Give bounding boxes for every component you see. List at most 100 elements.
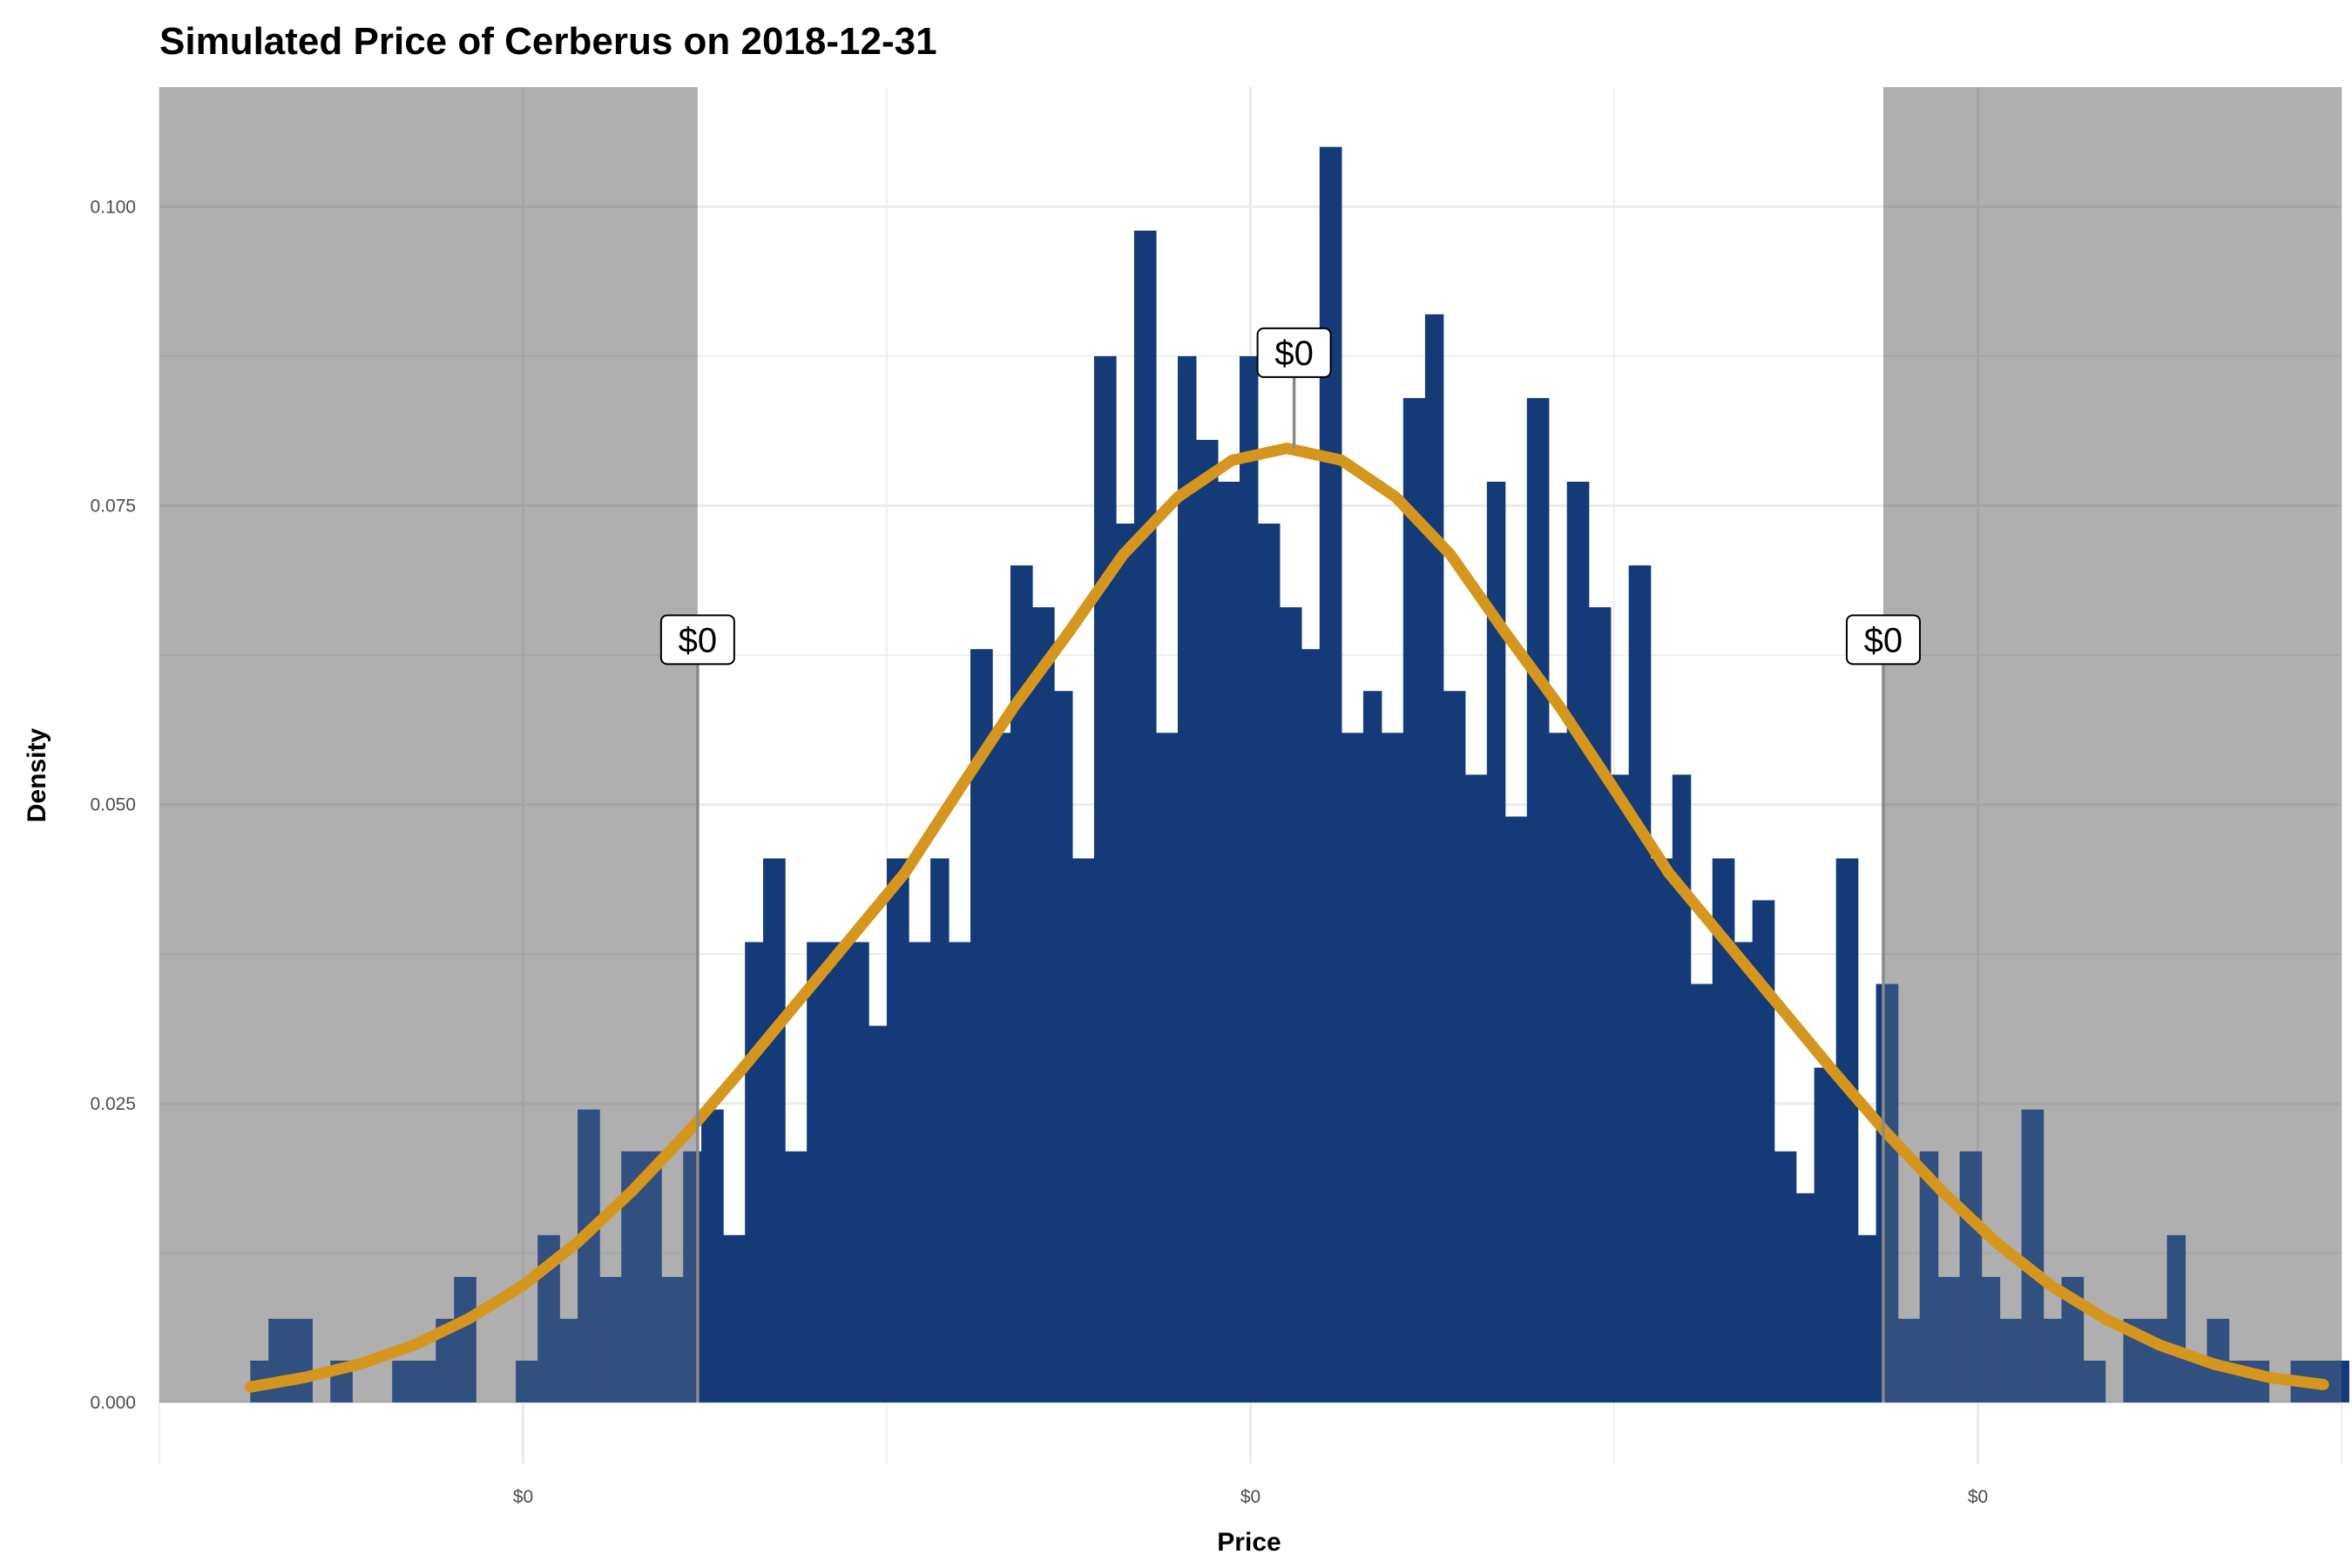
histogram-bar	[1504, 816, 1528, 1402]
histogram-bar	[1835, 858, 1859, 1402]
histogram-bar	[1999, 1318, 2023, 1402]
histogram-bar	[930, 858, 950, 1402]
histogram-bar	[1301, 649, 1321, 1402]
annotation-box	[1256, 327, 1332, 378]
x-tick-label: $0	[1968, 1487, 1988, 1507]
histogram-bar	[516, 1360, 538, 1402]
histogram-bar	[1959, 1151, 1983, 1402]
tail-shading	[159, 87, 2342, 1402]
histogram-bar	[887, 858, 909, 1402]
histogram-bars	[159, 87, 2349, 1403]
histogram-bar	[1381, 733, 1404, 1402]
histogram-bar	[661, 1276, 684, 1402]
histogram-bar	[1054, 691, 1073, 1402]
x-tick-label: $0	[513, 1487, 533, 1507]
histogram-bar	[1795, 1193, 1815, 1402]
histogram-bar	[807, 942, 826, 1402]
histogram-bar	[1628, 565, 1652, 1402]
histogram-bar	[1937, 1276, 1961, 1402]
histogram-bar	[868, 1025, 888, 1402]
histogram-bar	[559, 1318, 578, 1402]
annotation-label: $0	[1864, 621, 1903, 659]
histogram-bar	[639, 1151, 662, 1402]
histogram-bar	[1650, 858, 1673, 1402]
histogram-bar	[1548, 733, 1568, 1402]
histogram-bar	[2021, 1109, 2044, 1402]
histogram-bar	[745, 942, 764, 1402]
histogram-bar	[1464, 774, 1488, 1402]
histogram-bar	[723, 1234, 746, 1402]
histogram-bar	[1897, 1318, 1921, 1402]
histogram-bar	[1876, 983, 1899, 1402]
histogram-bar	[1032, 607, 1055, 1402]
annotation-box	[1845, 614, 1921, 666]
histogram-bar	[1814, 1067, 1837, 1402]
histogram-bar	[1195, 439, 1219, 1402]
histogram-bar	[1402, 397, 1426, 1403]
histogram-bar	[578, 1109, 600, 1402]
histogram-bar	[1981, 1276, 2001, 1402]
histogram-bar	[1610, 774, 1630, 1402]
histogram-bar	[1071, 858, 1095, 1402]
shaded-overlay	[159, 87, 698, 1402]
histogram-bar	[1257, 524, 1281, 1402]
histogram-bar	[1566, 482, 1590, 1402]
histogram-bar	[436, 1318, 455, 1402]
histogram-bar	[1116, 524, 1135, 1402]
y-tick-label: 0.050	[90, 795, 136, 815]
histogram-bar	[1093, 355, 1117, 1402]
histogram-bar	[2330, 1360, 2349, 1402]
histogram-bar	[1919, 1151, 1939, 1402]
histogram-bar	[1443, 691, 1466, 1402]
histogram-bar	[621, 1151, 640, 1402]
y-axis-title: Density	[23, 728, 51, 823]
histogram-bar	[948, 942, 971, 1402]
histogram-bar	[1774, 1151, 1797, 1402]
histogram-bar	[1279, 607, 1302, 1402]
density-line	[244, 443, 2329, 1393]
histogram-bar	[1672, 774, 1692, 1402]
histogram-bar	[825, 942, 848, 1402]
shaded-overlay	[1882, 87, 2342, 1402]
histogram-bar	[454, 1276, 476, 1402]
histogram-bar	[1857, 1234, 1877, 1402]
histogram-bar	[2185, 1360, 2208, 1402]
shaded-region	[159, 87, 698, 1402]
histogram-bar	[785, 1151, 808, 1402]
chart-title: Simulated Price of Cerberus on 2018-12-3…	[159, 20, 937, 63]
histogram-bar	[414, 1360, 436, 1402]
x-tick-label: $0	[1240, 1487, 1260, 1507]
histogram-bar	[1341, 733, 1364, 1402]
histogram-bar	[1424, 314, 1444, 1403]
annotation-label: $0	[679, 621, 718, 659]
histogram-bar	[2083, 1360, 2106, 1402]
histogram-bar	[1155, 733, 1179, 1402]
histogram-bar	[2043, 1318, 2063, 1402]
histogram-bar	[1239, 355, 1259, 1402]
y-tick-label: 0.025	[90, 1094, 136, 1114]
histogram-bar	[1526, 397, 1550, 1403]
histogram-bar	[1690, 983, 1713, 1402]
histogram-bar	[1588, 607, 1612, 1402]
histogram-bar	[1178, 355, 1197, 1402]
y-axis-ticks: 0.000 0.025 0.050 0.075 0.100	[90, 197, 136, 1413]
histogram-bar	[2145, 1318, 2168, 1402]
histogram-bar	[290, 1318, 313, 1402]
annotations: $0 $0 $0	[659, 327, 1921, 1402]
density-curve	[244, 443, 2329, 1393]
y-tick-label: 0.000	[90, 1393, 136, 1413]
histogram-bar	[992, 733, 1011, 1402]
histogram-bar	[763, 858, 786, 1402]
histogram-bar	[1734, 942, 1754, 1402]
histogram-bar	[1486, 482, 1506, 1402]
y-tick-label: 0.075	[90, 496, 136, 516]
x-axis-title: Price	[1217, 1528, 1281, 1557]
histogram-bar	[1217, 482, 1240, 1402]
histogram-bar	[392, 1360, 415, 1402]
annotation-box	[659, 614, 735, 666]
histogram-bar	[1133, 230, 1157, 1402]
histogram-bar	[2166, 1234, 2186, 1402]
histogram-bar	[701, 1109, 724, 1402]
histogram-bar	[847, 942, 869, 1402]
